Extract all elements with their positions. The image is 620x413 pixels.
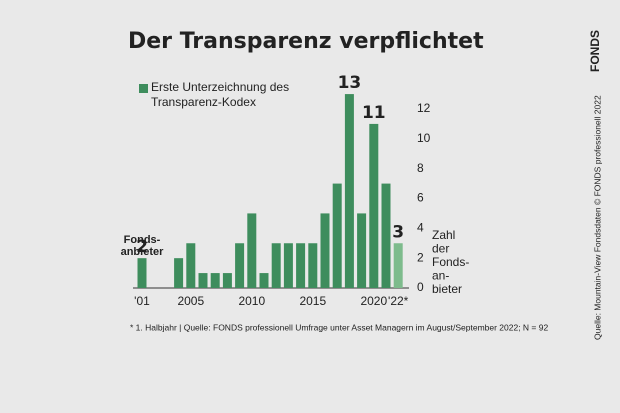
bar bbox=[174, 258, 184, 288]
bar bbox=[369, 123, 379, 289]
y-tick-label: 8 bbox=[417, 161, 424, 175]
legend-box: Erste Unterzeichnung des Transparenz-Kod… bbox=[151, 80, 290, 109]
bar bbox=[283, 243, 293, 288]
x-tick-label: 2010 bbox=[238, 294, 265, 308]
x-tick-label: 2020 bbox=[360, 294, 387, 308]
bar bbox=[332, 183, 342, 288]
y-tick-label: 4 bbox=[417, 221, 424, 235]
bar bbox=[344, 94, 354, 288]
bar bbox=[235, 243, 245, 288]
bar bbox=[308, 243, 318, 288]
bar bbox=[381, 183, 391, 288]
source: Quelle: Mountain-View Fondsdaten © FONDS… bbox=[592, 95, 602, 340]
chart-title: Der Transparenz verpflichtet bbox=[128, 29, 484, 54]
y-tick-label: 2 bbox=[417, 250, 424, 264]
x-tick-label: 2005 bbox=[177, 294, 204, 308]
y-axis-label: bieter bbox=[432, 282, 462, 296]
bar bbox=[320, 213, 330, 288]
annotation: Fonds- bbox=[124, 234, 161, 246]
bar bbox=[222, 273, 232, 288]
bar bbox=[137, 258, 147, 288]
data-label: 13 bbox=[338, 73, 362, 93]
bar bbox=[259, 273, 269, 288]
bar bbox=[186, 243, 196, 288]
y-axis-label: der bbox=[432, 242, 449, 256]
bar bbox=[198, 273, 208, 288]
bar bbox=[296, 243, 306, 288]
footnote: * 1. Halbjahr | Quelle: FONDS profession… bbox=[130, 322, 548, 332]
data-label: 11 bbox=[362, 103, 386, 123]
legend-text: Erste Unterzeichnung des Transparenz-Kod… bbox=[151, 80, 290, 109]
y-tick-label: 6 bbox=[417, 191, 424, 205]
y-tick-label: 0 bbox=[417, 280, 424, 294]
bar bbox=[210, 273, 220, 288]
data-label: 2 bbox=[136, 237, 148, 257]
legend-swatch bbox=[139, 84, 148, 93]
bar bbox=[393, 243, 403, 288]
x-tick-label: '01 bbox=[134, 294, 150, 308]
logo: FONDS bbox=[588, 30, 602, 72]
x-tick-label: 2015 bbox=[299, 294, 326, 308]
y-tick-label: 12 bbox=[417, 101, 431, 115]
data-label: 3 bbox=[392, 222, 404, 242]
y-axis-label: Fonds- bbox=[432, 255, 469, 269]
bar bbox=[247, 213, 257, 288]
y-axis-label: an- bbox=[432, 269, 449, 283]
y-axis-label: Zahl bbox=[432, 228, 455, 242]
bar bbox=[271, 243, 281, 288]
annotation: anbieter bbox=[121, 246, 165, 258]
y-tick-label: 10 bbox=[417, 131, 431, 145]
x-tick-label: '22* bbox=[388, 294, 409, 308]
bar bbox=[357, 213, 367, 288]
